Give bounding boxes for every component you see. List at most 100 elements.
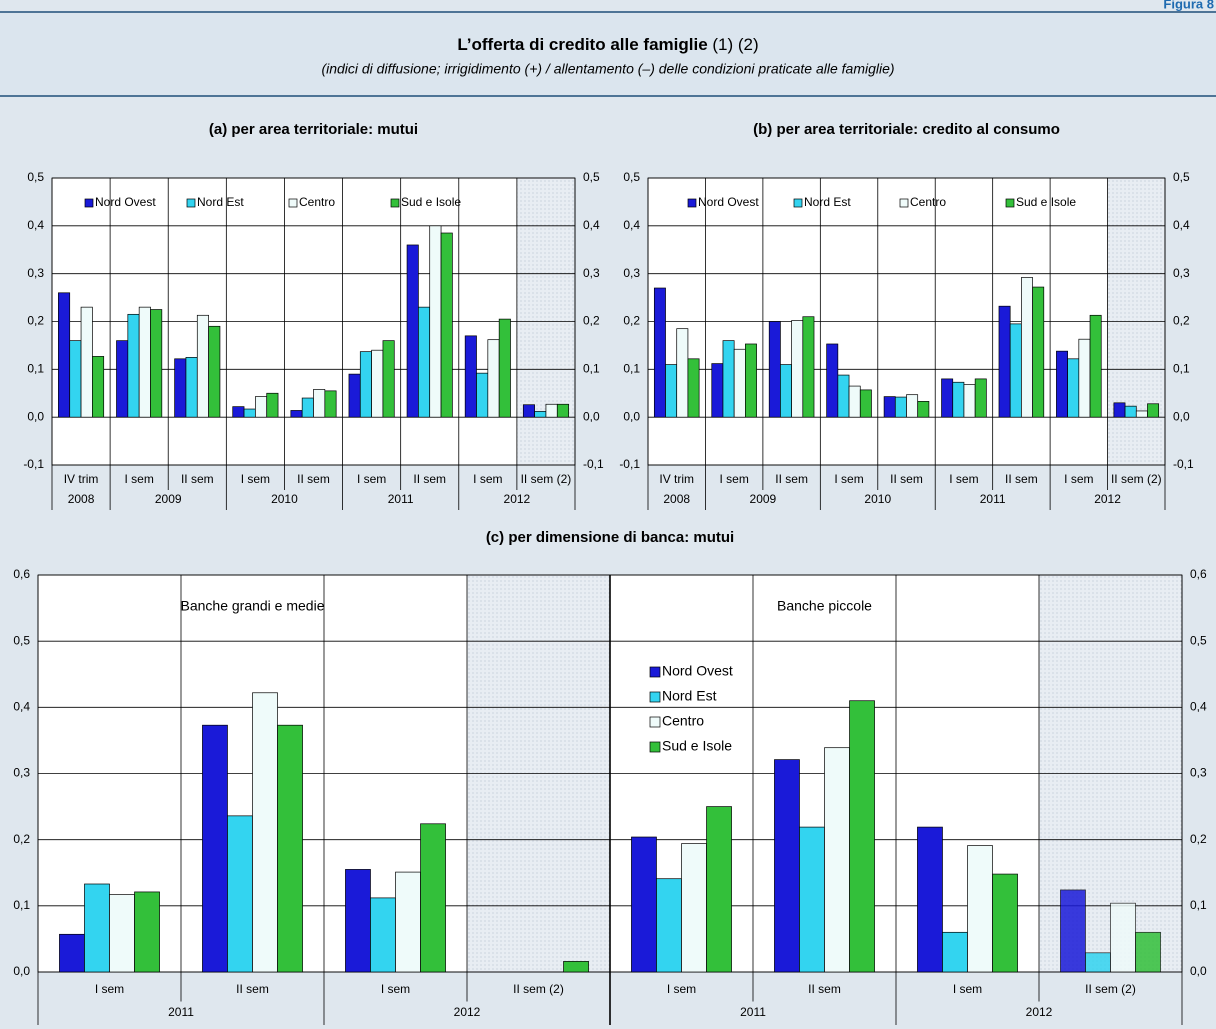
y2-tick-label: 0,0 — [1173, 409, 1190, 423]
bar — [202, 724, 228, 973]
y-tick-label: 0,0 — [27, 409, 44, 423]
y2-tick-label: 0,5 — [1173, 170, 1190, 184]
bar — [799, 826, 825, 973]
bar — [348, 373, 361, 418]
panel-label: Banche piccole — [777, 598, 872, 614]
x-group-label: 2011 — [980, 492, 1006, 506]
bar — [185, 357, 198, 418]
title-notes: (1) (2) — [712, 35, 758, 54]
bar — [440, 232, 453, 418]
bar — [653, 287, 666, 418]
y2-tick-label: -0,1 — [583, 457, 604, 471]
x-tick-label: II sem (2) — [1085, 982, 1136, 996]
x-tick-label: II sem — [890, 472, 923, 486]
bar — [1147, 403, 1160, 418]
x-tick-label: I sem — [1064, 472, 1093, 486]
bar — [59, 933, 85, 973]
legend-label: Centro — [299, 195, 335, 209]
x-tick-label: IV trim — [64, 472, 99, 486]
bar — [243, 408, 256, 418]
legend-label: Centro — [910, 195, 946, 209]
bar — [791, 320, 804, 418]
bar — [963, 384, 976, 418]
bar — [464, 335, 477, 418]
chart-title: (b) per area territoriale: credito al co… — [753, 121, 1060, 138]
bar — [631, 836, 657, 973]
bar — [476, 372, 489, 418]
bar — [837, 374, 850, 418]
legend-swatch — [687, 198, 697, 208]
bar — [917, 401, 930, 418]
plot-border — [51, 177, 576, 466]
bar — [665, 364, 678, 418]
y2-tick-label: 0,5 — [583, 170, 600, 184]
bar — [711, 363, 724, 418]
bar — [824, 747, 850, 973]
bar — [998, 305, 1011, 418]
x-tick-label: I sem — [953, 982, 982, 996]
bar — [1060, 889, 1086, 973]
bar — [906, 394, 919, 418]
bar — [1009, 323, 1022, 418]
bar — [849, 700, 875, 973]
bar — [1032, 286, 1045, 418]
bar — [722, 340, 735, 418]
x-group-label: 2009 — [750, 492, 777, 506]
x-tick-label: I sem — [124, 472, 153, 486]
bar — [848, 385, 861, 418]
title-main: L’offerta di credito alle famiglie — [457, 35, 707, 54]
bar — [859, 389, 872, 418]
bar — [1124, 405, 1137, 418]
x-group-label: 2012 — [1026, 1005, 1053, 1019]
legend-label: Nord Est — [197, 195, 244, 209]
plot-border — [37, 574, 1183, 973]
bar — [545, 403, 558, 418]
y2-tick-label: 0,2 — [1173, 314, 1190, 328]
x-tick-label: I sem — [473, 472, 502, 486]
bar — [687, 358, 700, 418]
y-tick-label: -0,1 — [23, 457, 44, 471]
bar — [418, 306, 431, 418]
y2-tick-label: 0,4 — [1190, 700, 1207, 714]
legend-label: Nord Ovest — [662, 663, 733, 679]
bar — [371, 349, 384, 418]
bar — [498, 318, 511, 418]
y2-tick-label: 0,2 — [583, 314, 600, 328]
bar — [941, 378, 954, 418]
bar — [952, 381, 965, 418]
y2-tick-label: -0,1 — [1173, 457, 1194, 471]
y2-tick-label: 0,1 — [1190, 898, 1207, 912]
bar — [370, 897, 396, 973]
legend-swatch — [649, 741, 661, 753]
y-tick-label: 0,0 — [13, 964, 30, 978]
bar — [802, 316, 815, 418]
x-group-label: 2010 — [864, 492, 891, 506]
x-tick-label: II sem — [297, 472, 330, 486]
bar — [420, 823, 446, 973]
bar — [883, 396, 896, 418]
bar — [917, 826, 943, 973]
legend-swatch — [186, 198, 196, 208]
y-tick-label: 0,3 — [13, 766, 30, 780]
y2-tick-label: 0,0 — [1190, 964, 1207, 978]
bar — [780, 364, 792, 418]
bar — [174, 358, 187, 418]
x-tick-label: II sem (2) — [513, 982, 564, 996]
x-tick-label: II sem — [775, 472, 808, 486]
chart-title: (a) per area territoriale: mutui — [209, 121, 418, 138]
bar — [345, 869, 371, 973]
bar — [138, 306, 151, 418]
bar — [1067, 358, 1080, 418]
bar — [359, 351, 372, 418]
bar — [266, 392, 279, 418]
x-group-label: 2008 — [68, 492, 95, 506]
y-tick-label: 0,6 — [13, 567, 30, 581]
x-tick-label: II sem — [1005, 472, 1038, 486]
plot-border — [647, 177, 1166, 466]
bar — [706, 806, 732, 973]
bar — [150, 309, 163, 418]
legend-swatch — [649, 716, 661, 728]
y-tick-label: 0,5 — [27, 170, 44, 184]
bar — [84, 883, 110, 973]
